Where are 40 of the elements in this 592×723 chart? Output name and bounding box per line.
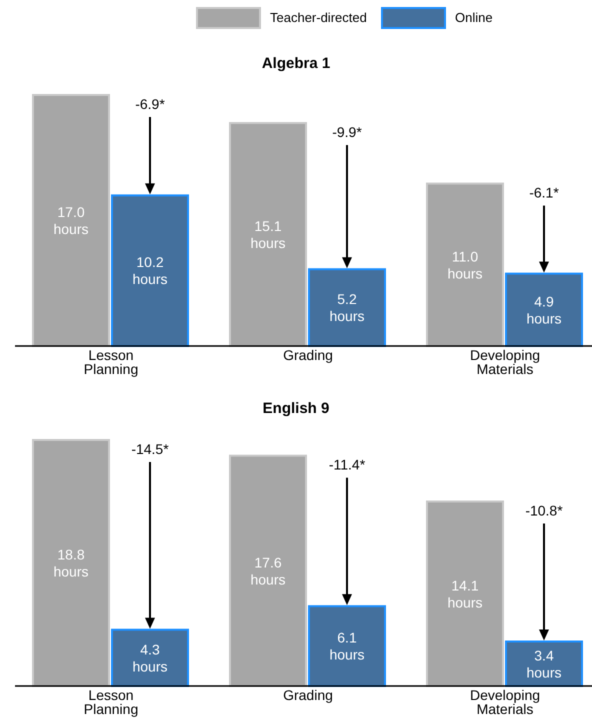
data-label: 3.4 hours <box>526 647 562 680</box>
data-label: 15.1 hours <box>250 218 286 252</box>
annotation: -6.1* <box>529 184 560 201</box>
data-label: 14.1 hours <box>447 577 483 610</box>
x-tick-label: Grading <box>283 687 333 703</box>
chart-title: Algebra 1 <box>262 55 330 72</box>
data-label: 6.1 hours <box>329 630 365 663</box>
data-label: 11.0 hours <box>447 248 483 282</box>
legend-label: Online <box>455 10 493 25</box>
annotation: -10.8* <box>525 502 564 518</box>
bar <box>426 500 504 687</box>
bar <box>426 182 504 347</box>
annotation: -14.5* <box>131 441 170 457</box>
data-label: 4.9 hours <box>526 293 562 326</box>
bar <box>308 605 386 687</box>
bar <box>505 272 583 347</box>
x-tick-label: Lesson Planning <box>84 687 138 717</box>
annotation: -9.9* <box>332 124 362 140</box>
legend-label: Teacher-directed <box>270 10 367 25</box>
x-tick-label: Lesson Planning <box>84 347 138 377</box>
chart-title: English 9 <box>262 400 330 417</box>
bar <box>308 268 386 347</box>
data-label: 17.0 hours <box>53 204 89 237</box>
annotation: -11.4* <box>328 456 366 473</box>
bar <box>111 628 189 687</box>
data-label: 18.8 hours <box>53 546 89 580</box>
bar <box>32 94 110 347</box>
bar <box>229 454 307 687</box>
data-label: 10.2 hours <box>132 254 168 288</box>
bar <box>32 439 110 687</box>
bar <box>229 122 307 347</box>
x-tick-label: Developing Materials <box>470 347 540 377</box>
data-label: 17.6 hours <box>250 554 286 588</box>
x-tick-label: Grading <box>283 347 333 363</box>
bar <box>505 640 583 687</box>
x-tick-label: Developing Materials <box>470 687 540 717</box>
bar <box>111 194 189 347</box>
annotation: -6.9* <box>135 96 166 112</box>
data-label: 5.2 hours <box>329 291 365 324</box>
data-label: 4.3 hours <box>132 641 168 674</box>
